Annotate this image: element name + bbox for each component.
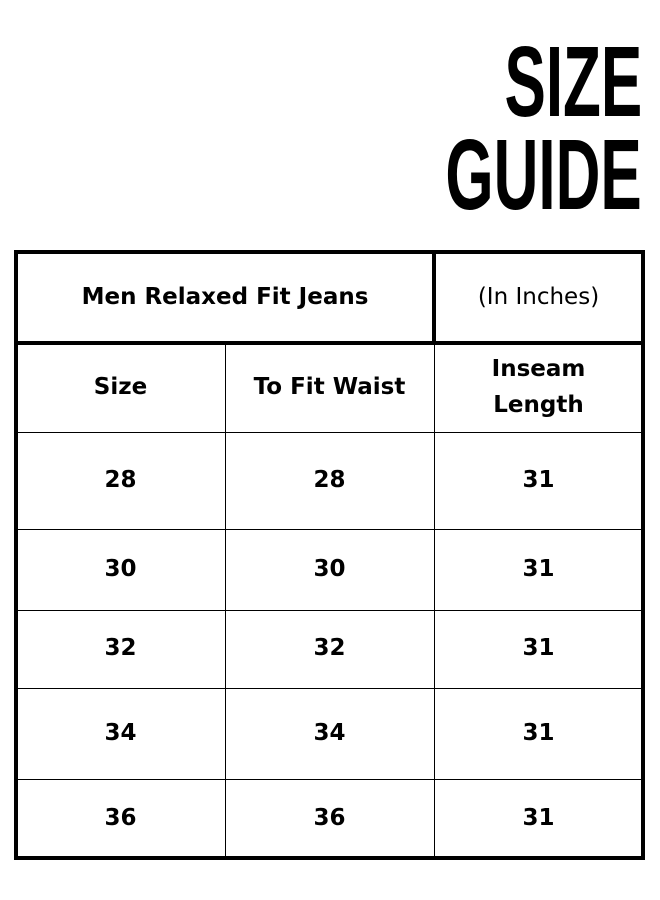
row-divider [16, 432, 643, 433]
table-cell: 34 [104, 719, 137, 746]
table-cell: 31 [522, 466, 555, 493]
column-header: Inseam Length [491, 355, 586, 418]
table-cell: 36 [104, 804, 137, 831]
row-divider [16, 610, 643, 611]
table-cell: 32 [313, 635, 346, 662]
table-cell: 28 [104, 466, 137, 493]
table-cell: 36 [313, 804, 346, 831]
unit-cell: (In Inches) [477, 283, 600, 310]
column-divider [434, 343, 435, 858]
row-divider [16, 688, 643, 689]
caption-cell: Men Relaxed Fit Jeans [81, 283, 369, 310]
table-cell: 32 [104, 635, 137, 662]
column-header: Size [93, 373, 148, 400]
table-cell: 31 [522, 635, 555, 662]
table-border-bottom [14, 856, 645, 860]
table-cell: 30 [313, 555, 346, 582]
table-cell: 31 [522, 804, 555, 831]
header-column-divider [432, 252, 436, 343]
table-cell: 31 [522, 555, 555, 582]
table-cell: 31 [522, 719, 555, 746]
table-cell: 30 [104, 555, 137, 582]
column-divider [225, 343, 226, 858]
table-cell: 28 [313, 466, 346, 493]
row-divider [16, 529, 643, 530]
row-divider [16, 779, 643, 780]
column-header: To Fit Waist [253, 373, 406, 400]
title-size: SIZE [504, 26, 642, 138]
table-cell: 34 [313, 719, 346, 746]
table-border-top [14, 250, 645, 254]
header-divider [16, 341, 643, 345]
table-border-left [14, 250, 18, 860]
title-guide: GUIDE [445, 119, 642, 231]
table-border-right [641, 250, 645, 860]
